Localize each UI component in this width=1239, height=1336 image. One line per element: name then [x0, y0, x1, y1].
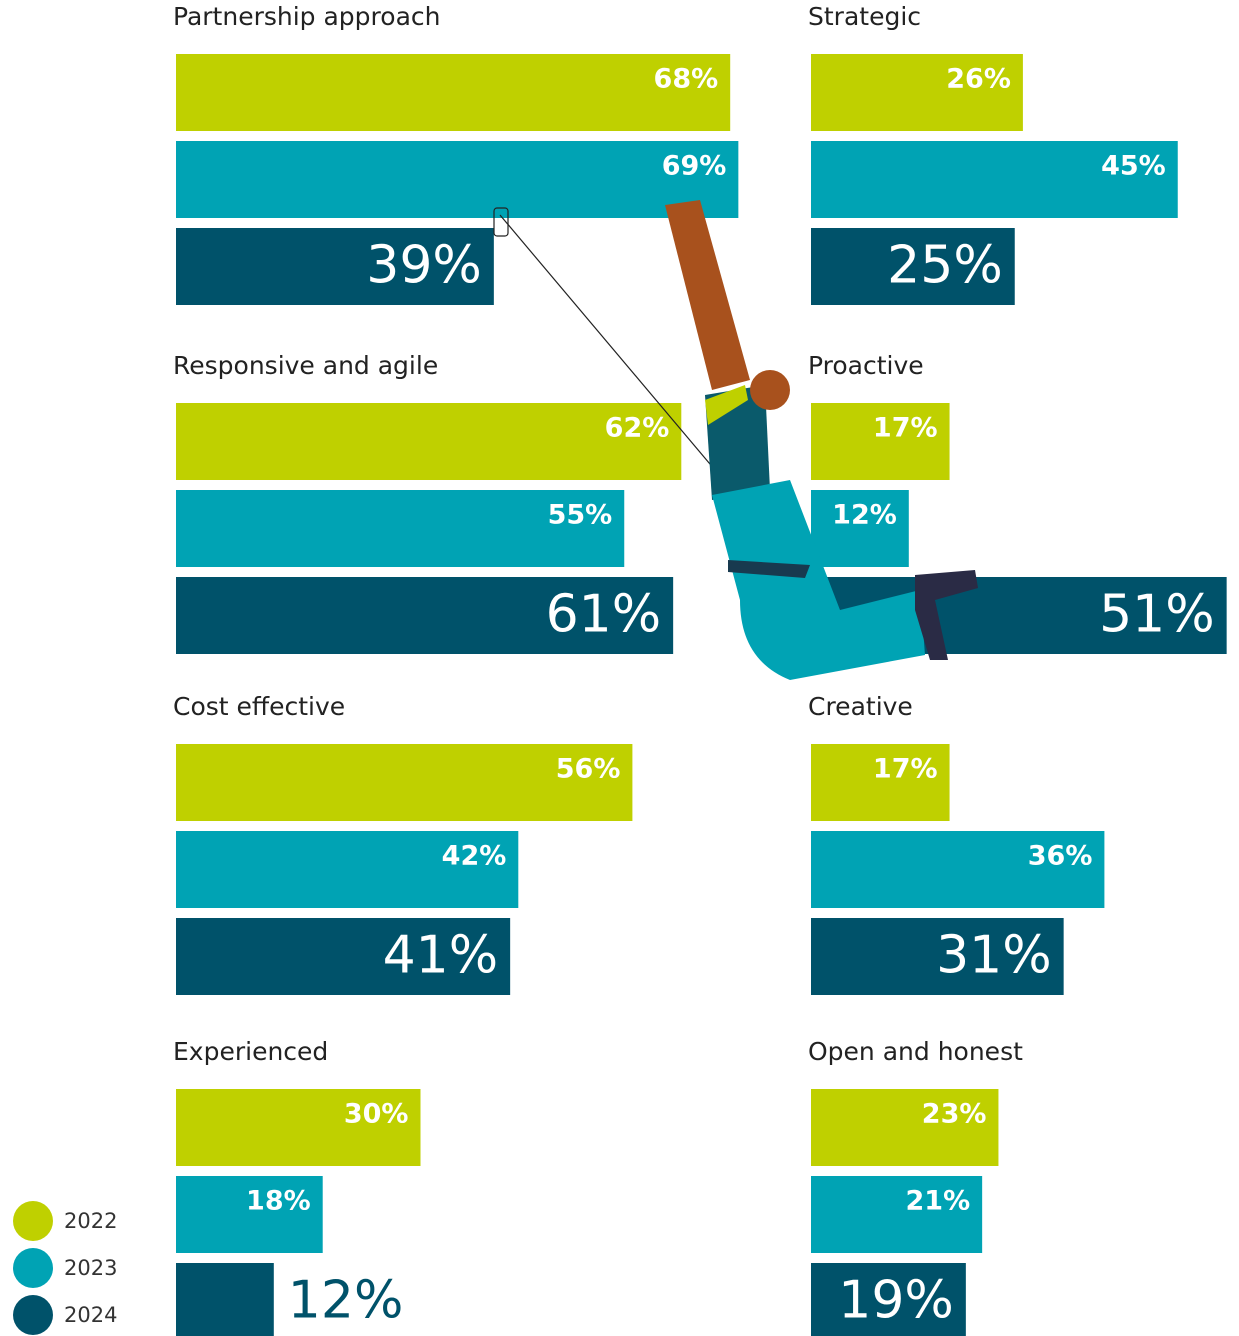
illustration [493, 200, 978, 680]
bar [811, 1176, 983, 1253]
bar [176, 54, 731, 131]
value-label: 61% [546, 585, 662, 645]
bar [811, 1263, 966, 1336]
value-label: 51% [1099, 585, 1215, 645]
legend-label: 2022 [64, 1209, 117, 1233]
panel-title: Proactive [808, 351, 924, 380]
value-label: 55% [548, 500, 613, 531]
value-label: 56% [556, 754, 621, 785]
bar [176, 141, 739, 218]
bar [811, 54, 1023, 131]
panel-title: Partnership approach [173, 2, 440, 31]
value-label: 45% [1101, 151, 1166, 182]
value-label: 12% [832, 500, 897, 531]
value-label: 25% [887, 236, 1003, 296]
legend-label: 2023 [64, 1256, 117, 1280]
value-label: 18% [246, 1186, 311, 1217]
value-label: 36% [1028, 841, 1093, 872]
legend-swatch [13, 1295, 53, 1335]
legend-swatch [13, 1248, 53, 1288]
value-label: 31% [936, 926, 1052, 986]
bar [176, 744, 633, 821]
legend-swatch [13, 1201, 53, 1241]
panel-title: Responsive and agile [173, 351, 438, 380]
bar [811, 831, 1105, 908]
bar [811, 918, 1064, 995]
bar [176, 1263, 274, 1336]
bar [176, 918, 511, 995]
value-label: 17% [873, 413, 938, 444]
bar [176, 577, 674, 654]
bar [176, 490, 625, 567]
bar [811, 1089, 999, 1166]
panel-title: Strategic [808, 2, 921, 31]
panel-title: Open and honest [808, 1037, 1023, 1066]
value-label: 41% [383, 926, 499, 986]
panel-title: Cost effective [173, 692, 345, 721]
value-label: 21% [906, 1186, 971, 1217]
value-label: 12% [288, 1271, 404, 1331]
value-label: 68% [654, 64, 719, 95]
value-label: 30% [344, 1099, 409, 1130]
value-label: 26% [946, 64, 1011, 95]
bar [176, 228, 494, 305]
bar [176, 1176, 323, 1253]
value-label: 69% [662, 151, 727, 182]
value-label: 19% [838, 1271, 954, 1331]
value-label: 62% [605, 413, 670, 444]
bar [811, 490, 909, 567]
panel-title: Experienced [173, 1037, 328, 1066]
legend-label: 2024 [64, 1303, 117, 1327]
bar [811, 744, 950, 821]
bar [811, 141, 1178, 218]
bar [176, 831, 519, 908]
value-label: 17% [873, 754, 938, 785]
bar [176, 1089, 421, 1166]
value-label: 39% [366, 236, 482, 296]
value-label: 42% [442, 841, 507, 872]
bar [176, 403, 682, 480]
value-label: 23% [922, 1099, 987, 1130]
bar [811, 228, 1015, 305]
bar [811, 403, 950, 480]
panel-title: Creative [808, 692, 913, 721]
